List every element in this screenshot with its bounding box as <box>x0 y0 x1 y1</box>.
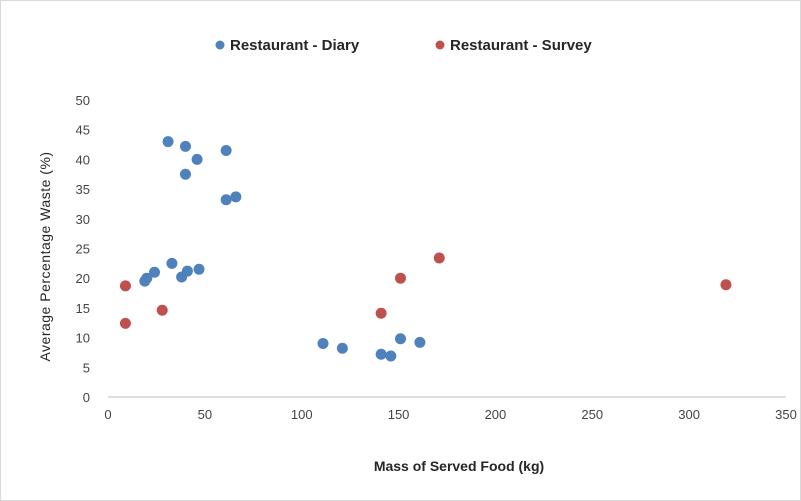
y-tick-label: 20 <box>76 271 90 286</box>
data-point-survey <box>375 307 387 319</box>
x-axis-ticks: 0 50 100 150 200 250 300 350 <box>104 407 796 422</box>
data-point-diary <box>179 168 191 180</box>
y-axis-title: Average Percentage Waste (%) <box>37 151 53 361</box>
data-point-diary <box>395 333 407 345</box>
x-axis-title: Mass of Served Food (kg) <box>374 458 544 474</box>
y-tick-label: 15 <box>76 301 90 316</box>
legend-marker-survey <box>435 40 445 50</box>
y-tick-label: 0 <box>83 390 90 405</box>
y-tick-label: 5 <box>83 360 90 375</box>
data-point-diary <box>179 140 191 152</box>
x-tick-label: 100 <box>291 407 313 422</box>
y-tick-label: 45 <box>76 123 90 138</box>
legend-label-diary: Restaurant - Diary <box>230 37 360 54</box>
data-point-diary <box>166 257 178 269</box>
x-tick-label: 300 <box>678 407 700 422</box>
data-point-diary <box>162 136 174 148</box>
y-tick-label: 10 <box>76 331 90 346</box>
data-point-diary <box>220 194 232 206</box>
x-tick-label: 350 <box>775 407 797 422</box>
data-point-diary <box>317 338 329 350</box>
data-point-diary <box>139 275 151 287</box>
data-point-diary <box>375 348 387 360</box>
y-tick-label: 25 <box>76 242 90 257</box>
x-tick-label: 150 <box>388 407 410 422</box>
y-tick-label: 35 <box>76 182 90 197</box>
data-point-diary <box>193 263 205 275</box>
x-tick-label: 250 <box>581 407 603 422</box>
data-point-survey <box>119 317 131 329</box>
x-tick-label: 200 <box>485 407 507 422</box>
data-point-diary <box>385 350 397 362</box>
data-point-survey <box>720 279 732 291</box>
data-point-survey <box>395 272 407 284</box>
data-point-diary <box>148 266 160 278</box>
legend-label-survey: Restaurant - Survey <box>450 37 592 54</box>
data-point-diary <box>230 191 242 203</box>
x-tick-label: 0 <box>104 407 111 422</box>
data-point-survey <box>433 252 445 264</box>
data-point-diary <box>336 342 348 354</box>
data-point-diary <box>414 336 426 348</box>
y-tick-label: 40 <box>76 152 90 167</box>
y-tick-label: 30 <box>76 212 90 227</box>
y-tick-label: 50 <box>76 93 90 108</box>
data-point-diary <box>220 144 232 156</box>
x-tick-label: 50 <box>198 407 212 422</box>
y-axis-ticks: 0 5 10 15 20 25 30 35 40 45 50 <box>76 93 90 405</box>
data-point-survey <box>156 304 168 316</box>
data-point-survey <box>119 280 131 292</box>
data-point-diary <box>181 265 193 277</box>
data-point-diary <box>191 153 203 165</box>
legend-marker-diary <box>215 40 225 50</box>
data-points <box>119 136 732 362</box>
legend: Restaurant - Diary Restaurant - Survey <box>215 37 592 54</box>
